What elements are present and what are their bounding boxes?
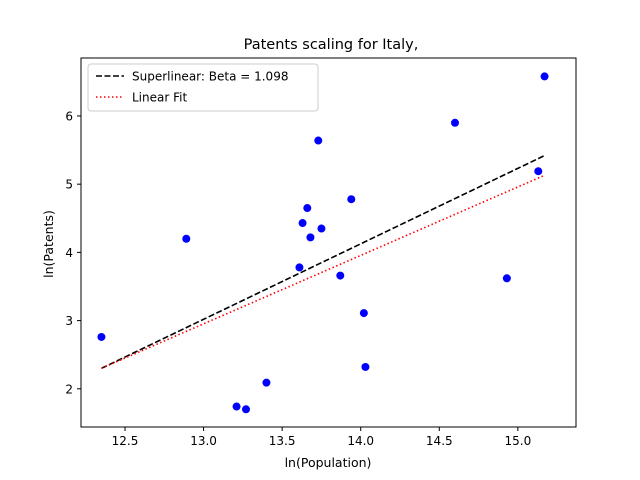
x-tick-label: 14.0 xyxy=(347,434,374,448)
x-tick-label: 15.0 xyxy=(504,434,531,448)
data-point xyxy=(317,225,325,233)
y-tick-label: 4 xyxy=(65,246,73,260)
x-axis-label: ln(Population) xyxy=(285,455,372,470)
data-point xyxy=(314,137,322,145)
data-point xyxy=(233,403,241,411)
data-point xyxy=(299,219,307,227)
x-tick-label: 13.0 xyxy=(190,434,217,448)
x-tick-label: 12.5 xyxy=(112,434,139,448)
chart-title: Patents scaling for Italy, xyxy=(244,37,419,53)
y-tick-label: 3 xyxy=(65,314,73,328)
data-point xyxy=(306,233,314,241)
x-tick-label: 13.5 xyxy=(269,434,296,448)
legend-label-2: Linear Fit xyxy=(132,91,187,105)
data-point xyxy=(503,274,511,282)
data-point xyxy=(451,119,459,127)
data-point xyxy=(361,363,369,371)
data-point xyxy=(347,195,355,203)
data-point xyxy=(303,204,311,212)
data-point xyxy=(534,167,542,175)
legend-label-1: Superlinear: Beta = 1.098 xyxy=(132,70,288,84)
y-tick-label: 5 xyxy=(65,178,73,192)
data-point xyxy=(242,405,250,413)
data-point xyxy=(182,235,190,243)
data-point xyxy=(295,263,303,271)
y-tick-label: 2 xyxy=(65,382,73,396)
y-axis-label: ln(Patents) xyxy=(41,210,56,278)
data-point xyxy=(97,333,105,341)
x-tick-label: 14.5 xyxy=(426,434,453,448)
legend: Superlinear: Beta = 1.098 Linear Fit xyxy=(88,64,318,111)
data-point xyxy=(360,309,368,317)
data-point xyxy=(336,272,344,280)
data-point xyxy=(262,379,270,387)
y-tick-label: 6 xyxy=(65,109,73,123)
data-point xyxy=(541,72,549,80)
